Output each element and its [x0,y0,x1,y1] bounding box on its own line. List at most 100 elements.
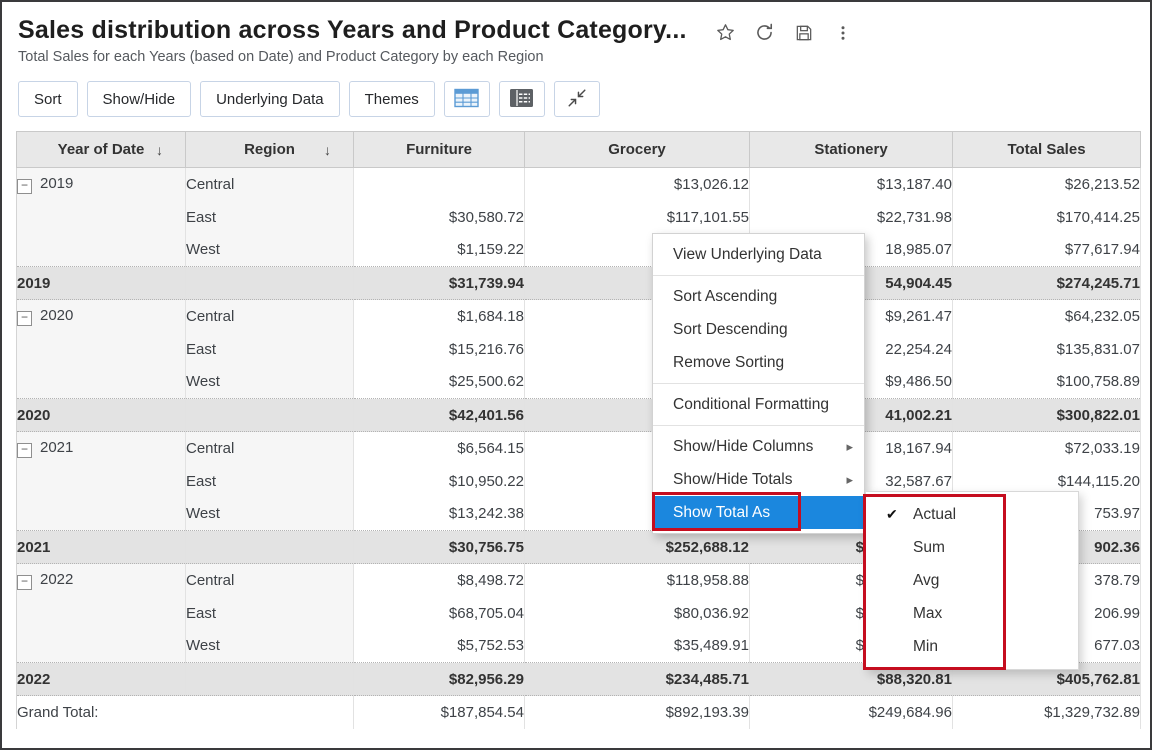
value-cell[interactable]: $6,564.15 [354,432,525,465]
collapse-group-icon[interactable]: − [17,443,32,458]
show-hide-button[interactable]: Show/Hide [87,81,192,117]
column-header-stationery[interactable]: Stationery [750,132,953,168]
value-cell[interactable]: $1,329,732.89 [953,696,1141,729]
submenu-item-avg[interactable]: Avg [866,564,1078,597]
refresh-icon[interactable] [754,22,776,44]
value-cell[interactable]: $187,854.54 [354,696,525,729]
value-cell[interactable]: $77,617.94 [953,234,1141,267]
value-cell[interactable]: $80,036.92 [525,597,750,630]
column-header-furniture[interactable]: Furniture [354,132,525,168]
pivot-view-button[interactable] [499,81,545,117]
sort-descending-icon[interactable]: ↓ [324,142,331,158]
menu-item-label: Sort Ascending [673,288,777,305]
region-cell[interactable]: Central [186,432,354,465]
value-cell[interactable]: $100,758.89 [953,366,1141,399]
underlying-data-button[interactable]: Underlying Data [200,81,340,117]
menu-item-conditional-formatting[interactable]: Conditional Formatting [653,388,864,421]
region-cell[interactable]: East [186,333,354,366]
value-cell[interactable]: $170,414.25 [953,201,1141,234]
column-header-year-of-date[interactable]: Year of Date↓ [17,132,186,168]
region-cell[interactable]: Central [186,564,354,597]
favorite-star-icon[interactable] [715,22,737,44]
value-cell[interactable]: $1,684.18 [354,300,525,333]
year-cell[interactable]: 2019 [17,267,186,300]
menu-item-show-total-as[interactable]: Show Total As [653,496,864,529]
year-cell[interactable]: 2020 [17,399,186,432]
menu-item-view-underlying-data[interactable]: View Underlying Data [653,238,864,271]
region-cell[interactable]: West [186,630,354,663]
submenu-item-actual[interactable]: ✔Actual [866,498,1078,531]
region-cell[interactable]: West [186,366,354,399]
region-cell[interactable]: Central [186,168,354,201]
region-cell[interactable]: West [186,498,354,531]
column-header-label: Grocery [608,141,666,158]
submenu-item-label: Min [913,638,938,655]
region-cell[interactable]: West [186,234,354,267]
value-cell[interactable] [354,168,525,201]
menu-item-remove-sorting[interactable]: Remove Sorting [653,346,864,379]
value-cell[interactable]: $13,242.38 [354,498,525,531]
year-cell [17,498,186,531]
year-cell[interactable]: −2022 [17,564,186,597]
value-cell[interactable]: $5,752.53 [354,630,525,663]
value-cell[interactable]: $68,705.04 [354,597,525,630]
region-cell[interactable]: East [186,597,354,630]
value-cell[interactable]: $252,688.12 [525,531,750,564]
submenu-item-min[interactable]: Min [866,630,1078,663]
value-cell[interactable]: $13,187.40 [750,168,953,201]
value-cell[interactable]: $892,193.39 [525,696,750,729]
value-cell[interactable]: $117,101.55 [525,201,750,234]
value-cell[interactable]: $300,822.01 [953,399,1141,432]
value-cell[interactable]: $15,216.76 [354,333,525,366]
region-cell[interactable]: East [186,201,354,234]
save-icon[interactable] [793,22,815,44]
value-cell[interactable]: $22,731.98 [750,201,953,234]
submenu-item-max[interactable]: Max [866,597,1078,630]
value-cell[interactable]: $10,950.22 [354,465,525,498]
table-view-button[interactable] [444,81,490,117]
region-cell[interactable]: East [186,465,354,498]
value-cell[interactable]: $274,245.71 [953,267,1141,300]
value-cell[interactable]: $234,485.71 [525,663,750,696]
collapse-button[interactable] [554,81,600,117]
year-cell[interactable]: −2020 [17,300,186,333]
value-cell[interactable]: $82,956.29 [354,663,525,696]
menu-item-show-hide-columns[interactable]: Show/Hide Columns▸ [653,430,864,463]
year-cell[interactable]: −2021 [17,432,186,465]
value-cell[interactable]: $64,232.05 [953,300,1141,333]
more-options-icon[interactable] [832,22,854,44]
value-cell[interactable]: $31,739.94 [354,267,525,300]
value-cell[interactable]: $135,831.07 [953,333,1141,366]
year-cell[interactable]: 2022 [17,663,186,696]
column-header-total-sales[interactable]: Total Sales [953,132,1141,168]
year-cell[interactable]: Grand Total: [17,696,354,729]
column-header-region[interactable]: Region ↓ [186,132,354,168]
collapse-group-icon[interactable]: − [17,575,32,590]
themes-button[interactable]: Themes [349,81,435,117]
column-header-grocery[interactable]: Grocery [525,132,750,168]
value-cell[interactable]: $8,498.72 [354,564,525,597]
value-cell[interactable]: $30,580.72 [354,201,525,234]
value-cell[interactable]: $72,033.19 [953,432,1141,465]
menu-item-sort-ascending[interactable]: Sort Ascending [653,280,864,313]
value-cell[interactable]: $35,489.91 [525,630,750,663]
submenu-item-sum[interactable]: Sum [866,531,1078,564]
value-cell[interactable]: $13,026.12 [525,168,750,201]
value-cell[interactable]: $25,500.62 [354,366,525,399]
year-cell[interactable]: −2019 [17,168,186,201]
value-cell[interactable]: $42,401.56 [354,399,525,432]
collapse-group-icon[interactable]: − [17,311,32,326]
collapse-group-icon[interactable]: − [17,179,32,194]
sort-button[interactable]: Sort [18,81,78,117]
value-cell[interactable]: $26,213.52 [953,168,1141,201]
value-cell[interactable]: $30,756.75 [354,531,525,564]
menu-item-show-hide-totals[interactable]: Show/Hide Totals▸ [653,463,864,496]
value-cell[interactable]: $1,159.22 [354,234,525,267]
menu-item-sort-descending[interactable]: Sort Descending [653,313,864,346]
year-cell[interactable]: 2021 [17,531,186,564]
sort-descending-icon[interactable]: ↓ [156,142,163,158]
value-cell[interactable]: $118,958.88 [525,564,750,597]
column-header-label: Region [244,141,295,158]
region-cell[interactable]: Central [186,300,354,333]
value-cell[interactable]: $249,684.96 [750,696,953,729]
